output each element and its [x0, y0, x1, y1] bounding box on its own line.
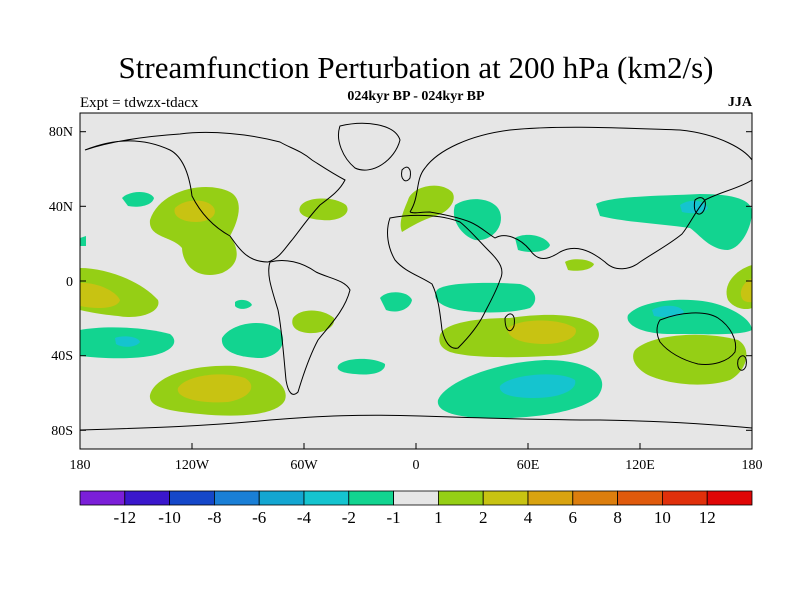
- contour-negative-e-pacific-small: [235, 299, 252, 309]
- colorbar-swatch: [572, 490, 618, 506]
- colorbar-swatch: [617, 490, 663, 506]
- lon-tick-label: 120E: [625, 458, 655, 473]
- coastline-eurasia: [409, 126, 752, 270]
- contour-positive-s-pacific-core: [177, 374, 252, 403]
- chart-title: Streamfunction Perturbation at 200 hPa (…: [118, 50, 714, 85]
- colorbar-label: -2: [342, 508, 356, 527]
- colorbar-swatch: [706, 490, 753, 506]
- contour-positive-europe: [400, 185, 454, 232]
- colorbar: -12 -10 -8 -6 -4 -2 -1 1 2 4 6 8 10 12: [79, 490, 753, 527]
- coastline-north-america: [84, 131, 346, 263]
- lon-tick-label: 180: [70, 458, 91, 473]
- colorbar-swatch: [527, 490, 574, 506]
- colorbar-label: 1: [434, 508, 443, 527]
- colorbar-label: -12: [113, 508, 136, 527]
- lon-tick-label: 60W: [290, 458, 318, 473]
- coastline-south-america: [268, 259, 351, 395]
- colorbar-swatch: [169, 490, 215, 506]
- colorbar-swatch: [482, 490, 529, 506]
- colorbar-label: 4: [524, 508, 533, 527]
- chart-subtitle: 024kyr BP - 024kyr BP: [347, 89, 485, 104]
- contour-negative-east-asia: [596, 194, 752, 250]
- contour-negative-s-atlantic: [337, 358, 386, 375]
- coastline-madagascar: [504, 313, 515, 332]
- coastline-greenland: [338, 122, 401, 171]
- contour-negative-mideast: [453, 199, 501, 241]
- colorbar-swatch: [437, 490, 484, 506]
- season-label: JJA: [727, 95, 752, 110]
- contour-negative-arabia: [515, 234, 550, 253]
- coastlines: [80, 122, 752, 431]
- coastline-africa: [387, 214, 503, 349]
- lon-tick-label: 180: [742, 458, 763, 473]
- contour-negative-atlantic-nw: [80, 236, 86, 246]
- contour-positive-australia: [633, 334, 747, 385]
- colorbar-label: -1: [387, 508, 401, 527]
- experiment-label: Expt = tdwzx-tdacx: [80, 95, 199, 111]
- contour-negative-australia-nw-core: [652, 305, 684, 318]
- colorbar-label: -6: [252, 508, 266, 527]
- colorbar-swatch: [662, 490, 708, 506]
- lon-tick-label: 0: [413, 458, 420, 473]
- colorbar-label: 10: [654, 508, 671, 527]
- colorbar-label: -8: [207, 508, 221, 527]
- lat-tick-label: 0: [66, 275, 73, 290]
- colorbar-swatch: [258, 490, 305, 506]
- lon-axis: [79, 443, 753, 449]
- lon-tick-label: 120W: [175, 458, 210, 473]
- contour-negative-pacific-nw: [122, 192, 154, 207]
- colorbar-label: -10: [158, 508, 181, 527]
- colorbar-label: 8: [613, 508, 622, 527]
- contour-positive-n-pacific: [149, 187, 239, 276]
- colorbar-label: 12: [699, 508, 716, 527]
- coastline-australia: [656, 312, 737, 365]
- contour-positive-eq-pacific-west-core: [80, 282, 120, 308]
- lat-tick-label: 40N: [49, 200, 73, 215]
- lat-axis: [80, 131, 752, 431]
- contour-fills: [80, 185, 752, 419]
- contour-negative-africa-eq: [435, 282, 536, 313]
- colorbar-swatch: [79, 490, 126, 506]
- lat-tick-label: 80S: [51, 424, 73, 439]
- lon-tick-label: 60E: [517, 458, 540, 473]
- colorbar-label: 2: [479, 508, 488, 527]
- colorbar-swatch: [348, 490, 394, 506]
- coastline-uk: [401, 166, 411, 182]
- colorbar-label: -4: [297, 508, 312, 527]
- colorbar-swatch: [303, 490, 350, 506]
- coastline-new-zealand: [737, 355, 747, 371]
- contour-negative-s-america-w: [221, 323, 284, 358]
- colorbar-swatch: [393, 490, 439, 506]
- colorbar-swatch: [124, 490, 171, 506]
- contour-negative-s-atlantic-small: [380, 292, 412, 312]
- lat-tick-label: 40S: [51, 349, 73, 364]
- contour-positive-eq-atlantic: [565, 259, 594, 271]
- contour-negative-s-pacific-band-core: [115, 336, 140, 347]
- coastline-antarctica: [80, 414, 752, 431]
- contour-positive-s-america: [292, 310, 335, 334]
- colorbar-swatch: [213, 490, 260, 506]
- contour-negative-southern-ocean-core: [499, 374, 576, 398]
- coastline-japan: [693, 197, 706, 215]
- colorbar-label: 6: [569, 508, 578, 527]
- lat-tick-label: 80N: [49, 125, 73, 140]
- contour-positive-eq-pacific-east-core: [740, 278, 752, 303]
- contour-positive-s-indian-core: [507, 320, 576, 344]
- contour-positive-n-pacific-core: [174, 200, 215, 222]
